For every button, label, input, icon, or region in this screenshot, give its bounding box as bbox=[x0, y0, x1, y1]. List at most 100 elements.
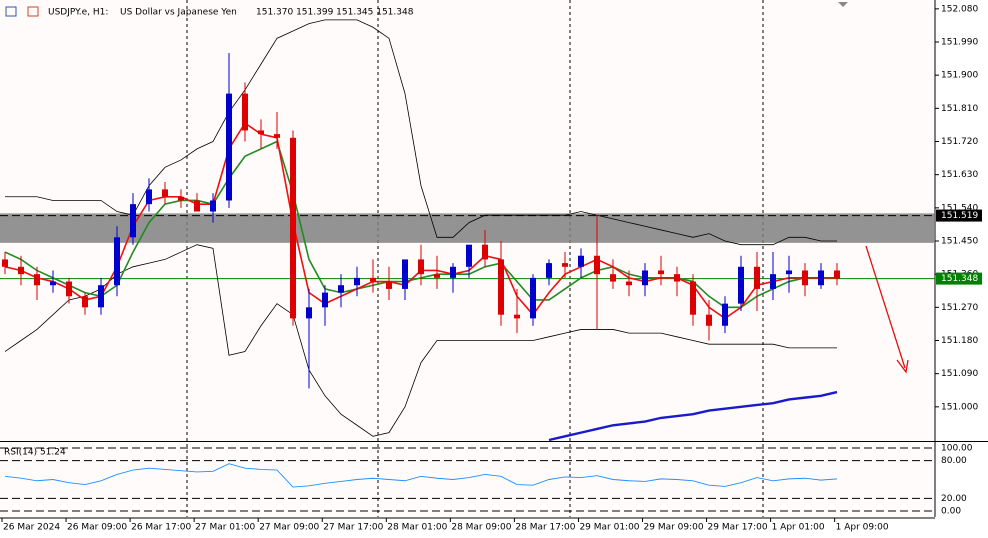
x-tick-label: 29 Mar 01:00 bbox=[579, 523, 639, 533]
x-tick-label: 1 Apr 01:00 bbox=[772, 523, 825, 533]
candle-body bbox=[802, 270, 808, 286]
x-tick-label: 29 Mar 17:00 bbox=[708, 523, 768, 533]
rsi-panel bbox=[0, 443, 935, 517]
candle-body bbox=[722, 303, 728, 326]
candle-body bbox=[418, 259, 424, 275]
candle-body bbox=[610, 274, 616, 282]
y-tick-label: 151.090 bbox=[941, 369, 978, 379]
x-tick-label: 28 Mar 17:00 bbox=[515, 523, 575, 533]
y-tick-label: 151.810 bbox=[941, 104, 978, 114]
description: US Dollar vs Japanese Yen bbox=[120, 8, 237, 18]
y-tick-label: 151.270 bbox=[941, 303, 978, 313]
candle-body bbox=[658, 270, 664, 275]
x-tick-label: 26 Mar 2024 bbox=[3, 523, 60, 533]
candle-body bbox=[322, 292, 328, 308]
rsi-tick-label: 20.00 bbox=[941, 494, 967, 504]
candle-body bbox=[34, 274, 40, 286]
y-tick-label: 152.080 bbox=[941, 4, 978, 14]
candle-body bbox=[690, 281, 696, 315]
candle-body bbox=[146, 189, 152, 205]
candle-body bbox=[18, 266, 24, 275]
candle-body bbox=[274, 134, 280, 138]
candle-body bbox=[98, 285, 104, 308]
candle-body bbox=[706, 314, 712, 326]
annotation-arrow bbox=[865, 245, 909, 374]
x-tick-label: 29 Mar 09:00 bbox=[644, 523, 704, 533]
y-tick-label: 151.630 bbox=[941, 170, 978, 180]
y-tick-label: 151.990 bbox=[941, 38, 978, 48]
candle-body bbox=[450, 266, 456, 278]
candle-body bbox=[674, 274, 680, 282]
x-tick-label: 26 Mar 09:00 bbox=[67, 523, 127, 533]
candle-body bbox=[114, 237, 120, 286]
candle-body bbox=[194, 200, 200, 212]
indicator-line bbox=[5, 19, 837, 246]
x-tick-label: 27 Mar 09:00 bbox=[259, 523, 319, 533]
candle-body bbox=[290, 137, 296, 319]
candle-body bbox=[738, 266, 744, 304]
candle-body bbox=[258, 130, 264, 135]
candle-body bbox=[466, 244, 472, 267]
x-tick-label: 28 Mar 09:00 bbox=[451, 523, 511, 533]
candle-body bbox=[626, 281, 632, 286]
x-tick-label: 1 Apr 09:00 bbox=[836, 523, 889, 533]
candle-body bbox=[578, 255, 584, 267]
candle-body bbox=[498, 259, 504, 315]
indicator-line bbox=[548, 390, 838, 442]
candle-body bbox=[642, 270, 648, 286]
y-tick-label: 151.900 bbox=[941, 71, 978, 81]
candle-body bbox=[50, 281, 56, 286]
candle-body bbox=[786, 270, 792, 275]
x-tick-label: 27 Mar 17:00 bbox=[323, 523, 383, 533]
symbol: USDJPY.e, H1: bbox=[48, 8, 108, 18]
candle-body bbox=[562, 263, 568, 267]
candle-body bbox=[66, 281, 72, 297]
candle-body bbox=[226, 93, 232, 201]
y-tick-label: 151.720 bbox=[941, 137, 978, 147]
candle-body bbox=[162, 189, 168, 197]
candle-body bbox=[514, 314, 520, 319]
y-tick-label: 151.450 bbox=[941, 237, 978, 247]
candle-body bbox=[402, 259, 408, 289]
candle-body bbox=[130, 204, 136, 238]
candle-body bbox=[386, 281, 392, 289]
indicator-line bbox=[4, 244, 837, 437]
price-badge-label: 151.348 bbox=[941, 274, 978, 284]
candle-body bbox=[210, 200, 216, 212]
header: USDJPY.e, H1: US Dollar vs Japanese Yen … bbox=[5, 6, 414, 18]
rsi-line bbox=[4, 463, 838, 488]
candle-body bbox=[354, 277, 360, 286]
rsi-tick-label: 80.00 bbox=[941, 456, 967, 466]
scroll-marker bbox=[838, 2, 848, 7]
x-tick-label: 27 Mar 01:00 bbox=[195, 523, 255, 533]
y-tick-label: 151.000 bbox=[941, 402, 978, 412]
x-tick-label: 28 Mar 01:00 bbox=[387, 523, 447, 533]
candle-body bbox=[306, 307, 312, 319]
candle-body bbox=[754, 266, 760, 289]
rsi-tick-label: 100.00 bbox=[941, 444, 973, 454]
y-tick-label: 151.180 bbox=[941, 336, 978, 346]
candle-body bbox=[482, 244, 488, 260]
y-tick-label: 151.540 bbox=[941, 203, 978, 213]
candle-body bbox=[242, 93, 248, 131]
price-badge-label: 151.519 bbox=[941, 211, 978, 221]
candle-body bbox=[770, 274, 776, 289]
candle-body bbox=[546, 263, 552, 278]
candle-body bbox=[338, 285, 344, 293]
candle-body bbox=[834, 270, 840, 279]
candle-body bbox=[530, 277, 536, 319]
x-tick-label: 26 Mar 17:00 bbox=[131, 523, 191, 533]
rsi-tick-label: 0.00 bbox=[941, 507, 961, 517]
candle-body bbox=[818, 270, 824, 286]
candle-body bbox=[2, 259, 8, 267]
candle-body bbox=[370, 277, 376, 282]
candle-body bbox=[594, 255, 600, 275]
candle-body bbox=[82, 296, 88, 308]
day-separators bbox=[186, 0, 764, 517]
price-badge bbox=[936, 209, 982, 222]
price-badge bbox=[936, 272, 982, 285]
rsi-label: RSI(14) 51.24 bbox=[4, 448, 66, 458]
ohlc: 151.370 151.399 151.345 151.348 bbox=[256, 8, 414, 18]
candle-body bbox=[178, 196, 184, 201]
